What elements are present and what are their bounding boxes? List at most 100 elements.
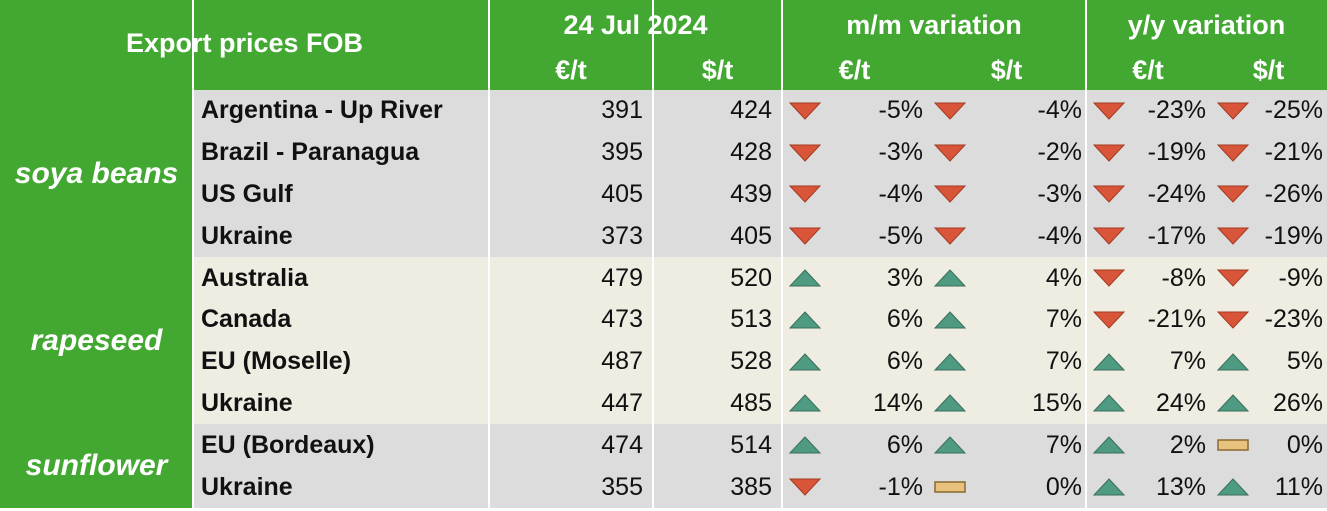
product-label: soya beans	[0, 90, 193, 258]
triangle-up-icon	[1092, 436, 1126, 454]
mm-eur-cell-value: -3%	[878, 138, 923, 167]
price-eur-cell-value: 479	[601, 263, 643, 292]
yy-eur-cell-value: -24%	[1147, 179, 1206, 208]
yy-usd-cell-value: 26%	[1272, 388, 1323, 417]
yy-eur-cell: -19%	[1086, 131, 1210, 174]
yy-usd-cell: 5%	[1210, 340, 1327, 383]
flat-bar-icon	[934, 481, 966, 493]
triangle-down-icon	[1092, 269, 1126, 287]
mm-usd-cell: 0%	[927, 466, 1086, 508]
origin-cell: Argentina - Up River	[193, 90, 489, 132]
product-label: rapeseed	[0, 257, 193, 425]
triangle-down-icon	[1216, 144, 1250, 162]
price-eur-cell: 473	[489, 299, 653, 341]
mm-eur-cell-value: -5%	[878, 96, 923, 125]
triangle-up-icon	[933, 311, 967, 329]
mm-usd-cell: 7%	[927, 424, 1086, 467]
triangle-down-icon	[1092, 311, 1126, 329]
origin-cell-value: Ukraine	[201, 221, 293, 250]
price-eur-cell: 373	[489, 215, 653, 258]
price-eur-cell: 355	[489, 466, 653, 508]
yy-eur-cell-value: 24%	[1155, 388, 1206, 417]
triangle-down-icon	[1092, 227, 1126, 246]
triangle-up-icon	[1216, 394, 1250, 412]
yy-usd-cell-value: 0%	[1286, 430, 1323, 459]
mm-usd-cell-value: 15%	[1031, 388, 1082, 417]
mm-eur-cell: -5%	[782, 90, 927, 132]
triangle-up-icon	[788, 352, 822, 371]
yy-eur-cell: -21%	[1086, 299, 1210, 341]
price-eur-cell-value: 447	[601, 388, 643, 417]
price-usd-cell: 385	[653, 466, 782, 508]
yy-unit-eur-header: €/t	[1086, 50, 1210, 90]
price-usd-cell-value: 439	[730, 179, 772, 208]
origin-cell: Ukraine	[193, 215, 489, 258]
yy-eur-cell: -8%	[1086, 257, 1210, 299]
mm-eur-cell: -3%	[782, 131, 927, 174]
price-usd-cell: 513	[653, 299, 782, 341]
triangle-down-icon	[1216, 227, 1250, 246]
triangle-up-icon	[933, 352, 967, 371]
origin-cell: Canada	[193, 299, 489, 341]
column-divider	[488, 0, 490, 511]
yy-eur-cell-value: -17%	[1147, 221, 1206, 250]
yy-usd-cell-value: -23%	[1264, 305, 1323, 334]
triangle-down-icon	[1216, 311, 1250, 329]
mm-usd-cell-value: 4%	[1045, 263, 1082, 292]
origin-cell-value: Australia	[201, 263, 308, 292]
triangle-down-icon	[933, 185, 967, 204]
mm-eur-cell: 6%	[782, 299, 927, 341]
yy-usd-cell: 0%	[1210, 424, 1327, 467]
yy-eur-cell: 2%	[1086, 424, 1210, 467]
price-usd-cell-value: 528	[730, 347, 772, 376]
yy-eur-cell: -17%	[1086, 215, 1210, 258]
yy-usd-cell-value: -25%	[1264, 96, 1323, 125]
mm-unit-usd-header: $/t	[927, 50, 1086, 90]
triangle-up-icon	[933, 394, 967, 412]
triangle-down-icon	[788, 478, 822, 496]
origin-cell-value: US Gulf	[201, 179, 293, 208]
mm-usd-cell-value: -2%	[1037, 138, 1082, 167]
triangle-down-icon	[933, 102, 967, 120]
triangle-up-icon	[788, 311, 822, 329]
price-eur-cell-value: 474	[601, 430, 643, 459]
triangle-down-icon	[788, 102, 822, 120]
mm-usd-cell-value: 7%	[1045, 347, 1082, 376]
mm-usd-cell: 4%	[927, 257, 1086, 299]
triangle-up-icon	[1092, 394, 1126, 412]
unit-usd-header: $/t	[653, 50, 782, 90]
yy-eur-cell-value: -8%	[1161, 263, 1206, 292]
mm-usd-cell-value: 0%	[1045, 472, 1082, 501]
yy-eur-cell: -24%	[1086, 173, 1210, 216]
price-usd-cell-value: 405	[730, 221, 772, 250]
yy-usd-cell-value: -19%	[1264, 221, 1323, 250]
yy-eur-cell-value: 2%	[1169, 430, 1206, 459]
yy-unit-usd-header: $/t	[1210, 50, 1327, 90]
origin-cell: Australia	[193, 257, 489, 299]
price-eur-cell-value: 355	[601, 472, 643, 501]
price-eur-cell: 391	[489, 90, 653, 132]
mm-usd-cell-value: -4%	[1037, 221, 1082, 250]
mm-eur-cell-value: 6%	[886, 305, 923, 334]
triangle-up-icon	[1216, 352, 1250, 371]
mm-usd-cell: -2%	[927, 131, 1086, 174]
mm-usd-cell-value: 7%	[1045, 305, 1082, 334]
yy-usd-cell: -21%	[1210, 131, 1327, 174]
unit-eur-header: €/t	[489, 50, 653, 90]
date-header: 24 Jul 2024	[489, 0, 782, 50]
price-eur-cell: 447	[489, 382, 653, 425]
price-eur-cell: 479	[489, 257, 653, 299]
origin-cell-value: Brazil - Paranagua	[201, 138, 420, 167]
mm-usd-cell: -4%	[927, 90, 1086, 132]
mm-eur-cell-value: -4%	[878, 179, 923, 208]
triangle-up-icon	[1092, 352, 1126, 371]
mm-usd-cell: 15%	[927, 382, 1086, 425]
price-usd-cell-value: 514	[730, 430, 772, 459]
column-divider	[1085, 0, 1087, 511]
yy-usd-cell-value: -26%	[1264, 179, 1323, 208]
product-label: sunflower	[0, 424, 193, 508]
origin-cell-value: EU (Bordeaux)	[201, 430, 375, 459]
yy-eur-cell: 24%	[1086, 382, 1210, 425]
yy-usd-cell: -9%	[1210, 257, 1327, 299]
origin-cell-value: Ukraine	[201, 388, 293, 417]
